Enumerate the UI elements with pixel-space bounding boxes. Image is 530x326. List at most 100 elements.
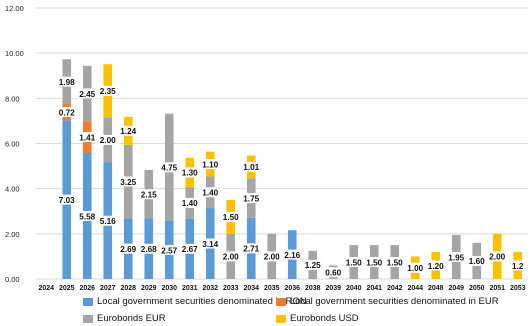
- data-label: 4.75: [161, 164, 177, 173]
- x-tick-label: 2039: [325, 285, 341, 292]
- data-label-box: [115, 125, 142, 136]
- data-label: 1.24: [120, 127, 136, 136]
- data-label-box: [176, 167, 203, 178]
- x-tick-label: 2041: [366, 285, 382, 292]
- data-label: 1.20: [428, 262, 444, 271]
- data-label-box: [238, 161, 265, 172]
- data-label: 5.16: [100, 217, 116, 226]
- x-tick-label: 2053: [510, 285, 526, 292]
- data-label-box: [381, 257, 408, 268]
- legend-label-eurobonds-usd: Eurobonds USD: [290, 313, 359, 324]
- y-tick-label: 10.00: [5, 49, 24, 58]
- data-label: 2.71: [243, 245, 259, 254]
- legend-item-eurobonds-usd: Eurobonds USD: [276, 313, 359, 324]
- x-tick-label: 2029: [141, 285, 157, 292]
- legend-label-eur-local: Local government securities denominated …: [290, 296, 499, 307]
- legend-swatch-ron: [83, 297, 93, 306]
- legend-item-ron: Local government securities denominated …: [83, 296, 307, 307]
- data-label-box: [258, 251, 285, 262]
- data-label-box: [74, 88, 101, 99]
- data-label-box: [340, 257, 367, 268]
- data-label-box: [238, 193, 265, 204]
- data-label-box: [279, 249, 306, 260]
- data-label: 2.69: [120, 245, 136, 254]
- legend-swatch-eur-local: [276, 297, 286, 306]
- data-label: 1.40: [202, 189, 218, 198]
- data-label: 1.00: [407, 264, 423, 273]
- data-label-box: [115, 243, 142, 254]
- data-label: 2.15: [141, 190, 157, 199]
- x-tick-label: 2033: [223, 285, 239, 292]
- data-label-box: [299, 259, 326, 270]
- x-tick-label: 2049: [448, 285, 464, 292]
- data-label-box: [74, 210, 101, 221]
- x-tick-label: 2025: [59, 285, 75, 292]
- data-label-box: [197, 187, 224, 198]
- x-tick-label: 2051: [489, 285, 505, 292]
- x-tick-label: 2038: [305, 285, 321, 292]
- data-label: 2.57: [161, 246, 177, 255]
- data-label: 1.01: [243, 163, 259, 172]
- legend-swatch-eurobonds-eur: [83, 314, 93, 323]
- data-label-box: [135, 189, 162, 200]
- data-label-box: [402, 262, 429, 273]
- x-tick-label: 2026: [79, 285, 95, 292]
- data-label: 2.67: [182, 245, 198, 254]
- data-label-box: [53, 107, 80, 118]
- data-label: 1.40: [182, 199, 198, 208]
- x-tick-label: 2042: [387, 285, 403, 292]
- x-tick-label: 2024: [38, 285, 54, 292]
- data-label-box: [176, 197, 203, 208]
- data-label: 1.2: [512, 262, 524, 271]
- y-tick-label: 2.00: [5, 230, 20, 239]
- legend-item-eurobonds-eur: Eurobonds EUR: [83, 313, 166, 324]
- x-tick-label: 2031: [182, 285, 198, 292]
- x-tick-label: 2034: [243, 285, 259, 292]
- x-tick-label: 2036: [284, 285, 300, 292]
- y-tick-label: 6.00: [5, 140, 20, 149]
- data-label-box: [422, 260, 449, 271]
- data-label: 2.16: [284, 251, 300, 260]
- data-label: 0.60: [325, 269, 341, 278]
- x-tick-label: 2032: [202, 285, 218, 292]
- data-label: 1.10: [202, 160, 218, 169]
- data-label-box: [94, 215, 121, 226]
- data-label: 2.68: [141, 245, 157, 254]
- y-tick-label: 0.00: [5, 275, 20, 284]
- data-label: 1.50: [366, 258, 382, 267]
- data-label: 1.50: [223, 213, 239, 222]
- data-label: 2.00: [223, 253, 239, 262]
- data-label-box: [156, 244, 183, 255]
- x-tick-label: 2030: [161, 285, 177, 292]
- data-label: 1.30: [182, 169, 198, 178]
- data-label: 2.35: [100, 87, 116, 96]
- data-label: 2.00: [264, 253, 280, 262]
- data-label-box: [217, 211, 244, 222]
- data-label: 3.25: [120, 178, 136, 187]
- x-tick-label: 2035: [264, 285, 280, 292]
- x-tick-label: 2044: [407, 285, 423, 292]
- y-tick-label: 4.00: [5, 185, 20, 194]
- data-label-box: [463, 255, 490, 266]
- data-label: 1.75: [243, 194, 259, 203]
- x-tick-label: 2050: [469, 285, 485, 292]
- data-label-box: [156, 162, 183, 173]
- data-label-box: [217, 251, 244, 262]
- x-tick-label: 2028: [120, 285, 136, 292]
- data-label-box: [443, 251, 470, 262]
- data-label: 1.50: [346, 258, 362, 267]
- data-label: 1.98: [59, 78, 75, 87]
- data-label-box: [53, 194, 80, 205]
- data-label-box: [197, 159, 224, 170]
- data-label: 1.60: [469, 257, 485, 266]
- data-label-box: [94, 134, 121, 145]
- legend-item-eur-local: Local government securities denominated …: [276, 296, 499, 307]
- data-label-box: [197, 238, 224, 249]
- data-label-box: [320, 267, 347, 278]
- legend-label-eurobonds-eur: Eurobonds EUR: [97, 313, 166, 324]
- data-label-box: [74, 132, 101, 143]
- data-label: 1.50: [387, 258, 403, 267]
- legend-label-ron: Local government securities denominated …: [97, 296, 307, 307]
- x-tick-label: 2040: [346, 285, 362, 292]
